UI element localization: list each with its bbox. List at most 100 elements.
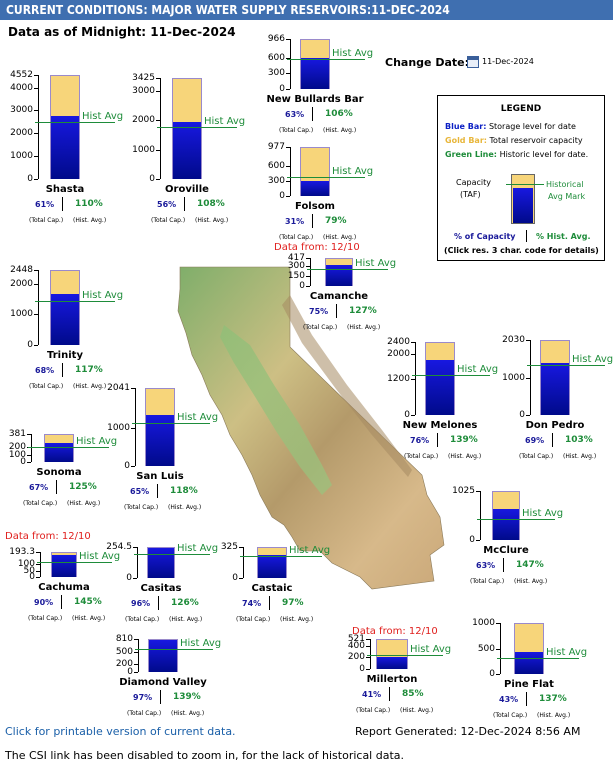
y-tick [131,388,135,389]
storage-bar[interactable] [149,639,177,672]
reservoir-name[interactable]: Castaic [251,583,293,594]
page-title-bar: CURRENT CONDITIONS: MAJOR WATER SUPPLY R… [0,0,613,20]
reservoir-name[interactable]: Oroville [165,184,209,195]
storage-bar[interactable] [541,363,569,415]
storage-bar[interactable] [493,509,519,540]
hist-avg-line [287,176,365,178]
y-tick [36,570,40,572]
y-axis [310,258,311,286]
total-cap-caption: (Total Cap.) [28,615,63,622]
hist-avg-line [240,556,322,558]
storage-bar[interactable] [301,180,329,196]
storage-bar[interactable] [52,554,76,577]
printable-version-link[interactable]: Click for printable version of current d… [5,725,236,738]
reservoir-name[interactable]: Sonoma [36,467,82,478]
hist-avg-label: Hist Avg [522,508,564,519]
reservoir-name[interactable]: Diamond Valley [119,677,207,688]
y-tick-label: 2041 [107,383,130,393]
reservoir-name[interactable]: Pine Flat [504,679,554,690]
storage-bar[interactable] [173,122,201,179]
hist-avg-caption: (Hist. Avg.) [323,127,357,134]
storage-bar[interactable] [258,555,286,578]
reservoir-name[interactable]: Casitas [140,583,182,594]
total-cap-caption: (Total Cap.) [404,453,439,460]
reservoir-name[interactable]: New Bullards Bar [266,94,364,105]
reservoir-name[interactable]: Cachuma [38,582,90,593]
y-tick-label: 2000 [132,115,155,126]
y-tick [366,657,370,659]
y-tick [34,270,38,271]
y-tick [156,149,160,151]
storage-bar[interactable] [51,115,79,179]
storage-bar[interactable] [301,57,329,89]
total-cap-caption: (Total Cap.) [470,578,505,585]
percent-capacity: 69% [525,436,545,445]
y-tick [34,133,38,135]
storage-bar[interactable] [377,656,407,669]
storage-bar[interactable] [51,294,79,345]
page-title: CURRENT CONDITIONS: MAJOR WATER SUPPLY R… [6,3,450,17]
y-tick [286,196,290,197]
data-from-note: Data from: 12/10 [274,242,360,253]
hist-avg-label: Hist Avg [177,543,219,555]
y-tick-label: 500 [477,643,495,654]
percent-capacity: 90% [34,598,54,607]
reservoir-name[interactable]: San Luis [136,471,184,482]
y-tick [34,283,38,285]
change-date-value[interactable]: 11-Dec-2024 [482,57,534,66]
y-tick [286,180,290,182]
y-tick-label: 1000 [472,618,495,628]
storage-bar[interactable] [326,265,352,286]
reservoir-name[interactable]: New Melones [402,420,478,431]
reservoir-name[interactable]: Shasta [45,184,85,195]
stat-separator [336,304,337,318]
y-tick-label: 0 [299,281,305,291]
total-cap-caption: (Total Cap.) [493,712,528,719]
hist-avg-caption: (Hist. Avg.) [347,324,381,331]
hist-avg-label: Hist Avg [177,412,219,423]
percent-capacity: 97% [133,693,153,702]
y-tick-label: 2000 [10,128,33,139]
percent-hist-avg: 137% [539,694,567,704]
y-tick [496,623,500,624]
total-cap-caption: (Total Cap.) [151,217,186,224]
y-tick-label: 193.3 [9,547,35,557]
y-tick [286,39,290,40]
y-tick-label: 417 [287,253,305,263]
reservoir-name[interactable]: Millerton [366,674,418,685]
percent-hist-avg: 139% [173,692,201,702]
percent-hist-avg: 106% [325,109,353,119]
hist-avg-line [35,121,115,123]
total-cap-caption: (Total Cap.) [279,234,314,241]
storage-bar[interactable] [515,652,543,674]
stat-separator [61,595,62,609]
percent-capacity: 63% [285,110,305,119]
hist-avg-caption: (Hist. Avg.) [280,616,314,623]
y-tick [239,578,243,579]
y-tick [286,165,290,167]
percent-hist-avg: 118% [170,486,198,496]
y-tick [306,265,310,267]
legend-blue-desc: Storage level for date [488,122,576,131]
percent-capacity: 65% [130,487,150,496]
y-tick-label: 1200 [387,373,410,384]
reservoir-name[interactable]: Don Pedro [525,420,585,431]
storage-bar[interactable] [148,548,174,578]
y-tick-label: 0 [127,667,133,677]
y-tick-label: 300 [267,175,285,186]
y-tick [286,73,290,75]
hist-avg-label: Hist Avg [180,637,222,649]
y-tick-label: 0 [519,410,525,420]
total-cap-caption: (Total Cap.) [356,707,391,714]
reservoir-name[interactable]: McClure [483,545,529,556]
y-tick [156,90,160,92]
california-map [177,266,445,590]
reservoir-name[interactable]: Trinity [47,350,83,361]
y-axis [243,547,244,578]
reservoir-name[interactable]: Camanche [309,291,369,302]
y-tick-label: 0 [124,461,130,471]
y-tick-label: 1000 [10,309,33,320]
storage-bar[interactable] [426,359,454,415]
calendar-icon[interactable] [467,56,479,68]
reservoir-name[interactable]: Folsom [295,201,335,212]
